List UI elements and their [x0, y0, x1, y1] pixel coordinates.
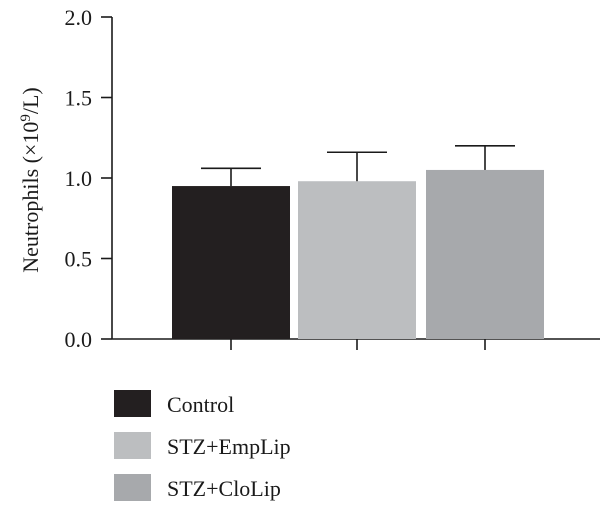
- y-axis-label-suffix: /L): [18, 87, 43, 114]
- legend-swatch: [114, 474, 151, 501]
- bar-stz-clolip: [426, 170, 544, 339]
- y-tick-label: 1.0: [65, 166, 93, 191]
- y-tick-label: 1.5: [65, 86, 93, 111]
- y-axis-label-prefix: Neutrophils (×10: [18, 122, 43, 273]
- y-axis-label: Neutrophils (×109/L): [18, 87, 43, 273]
- y-axis-label-superscript: 9: [18, 114, 34, 122]
- bar-stz-emplip: [298, 181, 416, 339]
- y-tick-label: 2.0: [65, 5, 93, 30]
- y-tick-label: 0.5: [65, 247, 93, 272]
- bar-control: [172, 186, 290, 339]
- y-tick-label: 0.0: [65, 327, 93, 352]
- legend: Control STZ+EmpLip STZ+CloLip: [114, 390, 291, 501]
- legend-label: Control: [167, 392, 234, 417]
- legend-label: STZ+EmpLip: [167, 434, 291, 459]
- legend-swatch: [114, 390, 151, 417]
- bars: [172, 170, 544, 339]
- legend-label: STZ+CloLip: [167, 476, 281, 501]
- legend-swatch: [114, 432, 151, 459]
